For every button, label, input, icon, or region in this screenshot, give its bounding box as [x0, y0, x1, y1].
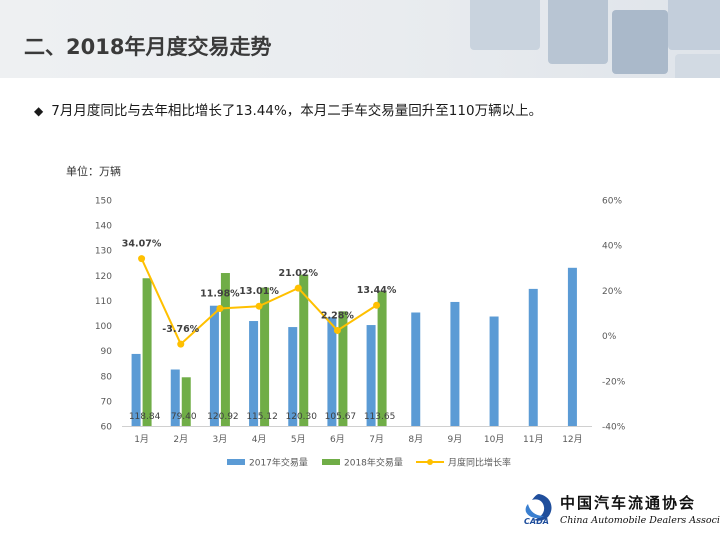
page-title: 二、2018年月度交易走势	[24, 35, 272, 59]
x-tick-label: 8月	[408, 434, 423, 445]
y2-tick-label: 20%	[602, 287, 622, 297]
x-tick-label: 7月	[369, 434, 384, 445]
growth-rate-label: -3.76%	[162, 324, 199, 335]
association-logo: CADA 中国汽车流通协会 China Automobile Dealers A…	[520, 490, 720, 536]
growth-rate-label: 11.98%	[200, 289, 240, 300]
bar-2017	[327, 317, 337, 426]
bar-2017	[366, 325, 376, 426]
growth-rate-label: 13.44%	[357, 285, 397, 296]
y-tick-label: 150	[95, 197, 112, 207]
data-label-2018: 113.65	[364, 412, 396, 422]
growth-rate-point	[373, 301, 381, 309]
x-tick-label: 6月	[330, 434, 345, 445]
growth-rate-point	[255, 302, 263, 310]
summary-text: 7月月度同比与去年相比增长了13.44%，本月二手车交易量回升至110万辆以上。	[51, 103, 543, 119]
bar-2018	[377, 291, 387, 426]
bar-2017	[567, 267, 577, 426]
y-tick-label: 110	[95, 297, 112, 307]
decorative-cube	[675, 54, 720, 78]
decorative-cube	[548, 0, 608, 64]
y2-tick-label: 0%	[602, 332, 617, 342]
data-label-2018: 105.67	[325, 412, 357, 422]
y-tick-label: 140	[95, 222, 112, 232]
cada-emblem-icon	[525, 494, 552, 521]
y-tick-label: 70	[101, 397, 113, 407]
bar-2017	[528, 288, 538, 426]
x-tick-label: 2月	[173, 434, 188, 445]
x-tick-label: 10月	[484, 434, 504, 445]
x-tick-label: 12月	[562, 434, 582, 445]
growth-rate-point	[216, 305, 224, 313]
unit-label: 单位：万辆	[66, 165, 121, 178]
logo-mark-text: CADA	[524, 517, 549, 526]
x-tick-label: 11月	[523, 434, 543, 445]
bar-2017	[249, 321, 259, 426]
growth-rate-point	[138, 255, 146, 263]
data-label-2018: 120.92	[207, 412, 239, 422]
decorative-cube	[470, 0, 540, 50]
decorative-cube	[668, 0, 720, 50]
bar-2017	[170, 369, 180, 426]
data-label-2018: 79.40	[171, 412, 197, 422]
growth-rate-point	[333, 326, 341, 334]
bar-2017	[411, 312, 421, 426]
bar-2018	[299, 274, 309, 426]
legend-swatch-2018	[322, 459, 340, 465]
x-tick-label: 3月	[213, 434, 228, 445]
bar-2017	[288, 327, 298, 426]
y-tick-label: 90	[101, 347, 113, 357]
bar-2018	[260, 287, 270, 426]
bar-2018	[220, 273, 230, 426]
bar-2017	[131, 353, 141, 426]
bar-2018	[142, 278, 152, 426]
y-tick-label: 120	[95, 272, 112, 282]
growth-rate-label: 21.02%	[278, 268, 318, 279]
header-banner: 二、2018年月度交易走势	[0, 0, 720, 78]
legend-marker-growth	[427, 459, 433, 465]
growth-rate-label: 34.07%	[122, 239, 162, 250]
y2-tick-label: 40%	[602, 242, 622, 252]
x-tick-label: 1月	[134, 434, 149, 445]
diamond-bullet-icon: ◆	[34, 104, 44, 118]
x-tick-label: 4月	[252, 434, 267, 445]
decorative-cube	[612, 10, 668, 74]
logo-name-cn: 中国汽车流通协会	[560, 494, 697, 512]
summary-bullet: ◆ 7月月度同比与去年相比增长了13.44%，本月二手车交易量回升至110万辆以上…	[34, 99, 542, 119]
data-label-2018: 118.84	[129, 412, 161, 422]
bar-2018	[338, 311, 348, 426]
y-tick-label: 100	[95, 322, 112, 332]
legend-swatch-2017	[227, 459, 245, 465]
bar-2017	[209, 305, 219, 426]
legend-label-2018: 2018年交易量	[344, 457, 403, 469]
legend-label-2017: 2017年交易量	[249, 457, 308, 469]
data-label-2018: 115.12	[246, 412, 278, 422]
growth-rate-label: 13.01%	[239, 286, 279, 297]
growth-rate-point	[294, 284, 302, 292]
data-label-2018: 120.30	[286, 412, 318, 422]
legend-label-growth: 月度同比增长率	[448, 457, 511, 469]
y-tick-label: 60	[101, 423, 113, 433]
bar-2017	[450, 301, 460, 426]
y-tick-label: 80	[101, 372, 113, 382]
y-tick-label: 130	[95, 247, 112, 257]
growth-rate-point	[177, 340, 185, 348]
x-tick-label: 5月	[291, 434, 306, 445]
y2-tick-label: 60%	[602, 197, 622, 207]
growth-rate-label: 2.28%	[321, 310, 354, 321]
bar-2018	[181, 377, 191, 426]
y2-tick-label: -40%	[602, 423, 626, 433]
logo-name-en: China Automobile Dealers Association	[560, 515, 720, 526]
bar-2017	[489, 316, 499, 426]
x-tick-label: 9月	[448, 434, 463, 445]
y2-tick-label: -20%	[602, 377, 626, 387]
